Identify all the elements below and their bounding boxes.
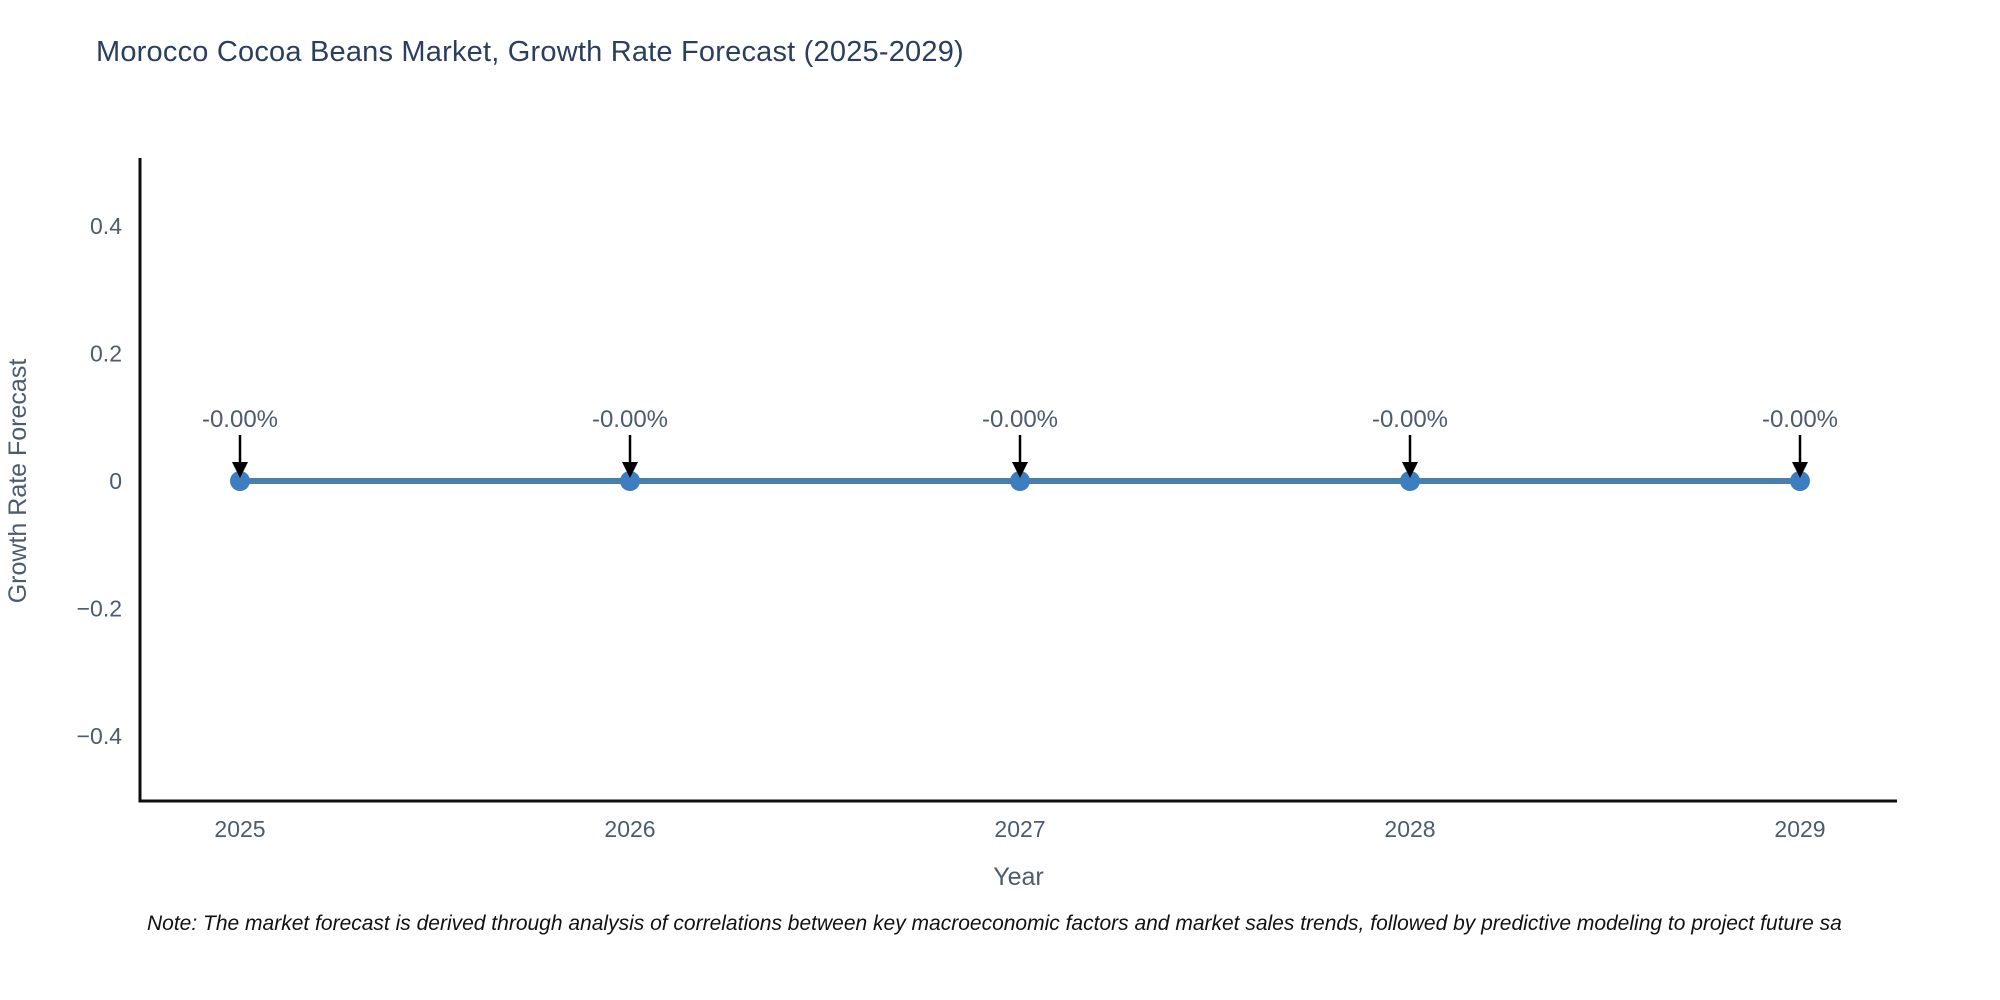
point-annotation-label: -0.00% [982,406,1058,433]
y-axis-title: Growth Rate Forecast [4,359,32,604]
data-point-2029[interactable] [1790,471,1810,491]
annotation-arrowhead-icon [1792,462,1808,478]
y-tick-label: 0.4 [90,213,122,239]
annotation-arrowhead-icon [622,462,638,478]
point-annotation-label: -0.00% [202,406,278,433]
x-tick-label: 2029 [1774,816,1825,842]
x-tick-label: 2026 [604,816,655,842]
data-point-2027[interactable] [1010,471,1030,491]
data-point-2025[interactable] [230,471,250,491]
y-tick-label: 0.2 [90,341,122,367]
x-tick-label: 2025 [214,816,265,842]
y-tick-label: 0 [109,468,122,494]
annotation-arrowhead-icon [1402,462,1418,478]
x-tick-label: 2027 [994,816,1045,842]
point-annotation-label: -0.00% [1372,406,1448,433]
x-axis-title: Year [993,863,1044,891]
annotation-arrowhead-icon [1012,462,1028,478]
data-point-2028[interactable] [1400,471,1420,491]
chart-title: Morocco Cocoa Beans Market, Growth Rate … [96,36,964,68]
footnote: Note: The market forecast is derived thr… [147,912,1842,935]
data-point-2026[interactable] [620,471,640,491]
point-annotation-label: -0.00% [592,406,668,433]
y-tick-label: −0.4 [77,723,123,749]
y-tick-label: −0.2 [77,596,122,622]
x-tick-label: 2028 [1384,816,1435,842]
chart-canvas[interactable]: 0.4 0.2 0 −0.2 −0.4 2025 2026 2027 2028 2029 Year G… [0,0,2000,905]
point-annotation-label: -0.00% [1762,406,1838,433]
annotation-arrowhead-icon [232,462,248,478]
